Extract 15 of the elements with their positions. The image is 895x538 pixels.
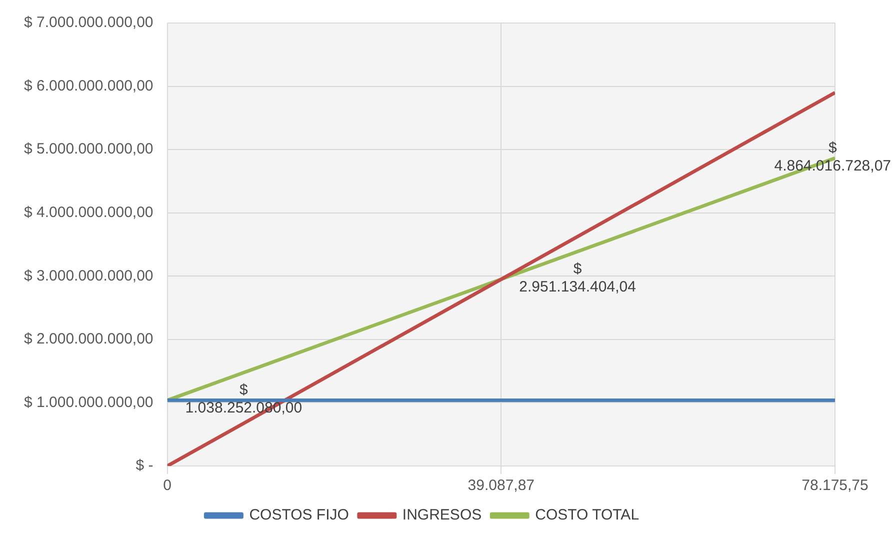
y-tick-label: $ 3.000.000.000,00	[24, 267, 154, 284]
y-tick-label: $ 6.000.000.000,00	[24, 77, 154, 94]
x-tick-label: 78.175,75	[802, 477, 868, 494]
data-label: $ 2.951.134.404,04	[519, 260, 636, 296]
y-tick-label: $ 1.000.000.000,00	[24, 394, 154, 411]
y-tick-label: $ 7.000.000.000,00	[24, 14, 154, 32]
y-tick-label: $ 4.000.000.000,00	[24, 204, 154, 221]
x-tick-label: 0	[163, 477, 172, 494]
y-tick-label: $ 2.000.000.000,00	[24, 330, 154, 348]
legend-label: COSTOS FIJO	[249, 506, 349, 524]
x-tick-label: 39.087,87	[468, 477, 535, 494]
y-tick-label: $ -	[136, 457, 154, 474]
y-tick-label: $ 5.000.000.000,00	[24, 140, 154, 158]
legend-label: INGRESOS	[402, 506, 482, 524]
legend-label: COSTO TOTAL	[535, 506, 640, 524]
